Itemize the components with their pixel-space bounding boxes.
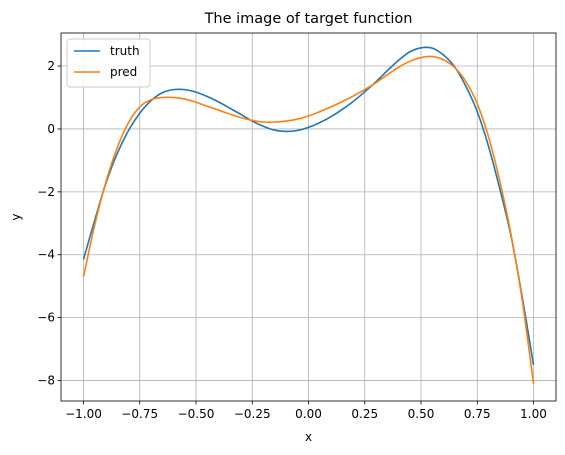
series-line-truth bbox=[82, 46, 535, 365]
y-tick-label: −6 bbox=[37, 311, 55, 325]
x-tick-label: −0.75 bbox=[121, 407, 158, 421]
x-tick-label: 0.25 bbox=[351, 407, 378, 421]
y-axis: 2 0 −2 −4 −6 −8 bbox=[37, 59, 61, 388]
y-tick-label: −8 bbox=[37, 374, 55, 388]
chart-title: The image of target function bbox=[204, 11, 413, 27]
grid bbox=[61, 33, 556, 401]
legend: truth pred bbox=[66, 38, 151, 88]
x-tick-label: 0.00 bbox=[295, 407, 322, 421]
y-tick-label: −2 bbox=[37, 185, 55, 199]
legend-label-pred: pred bbox=[110, 65, 137, 79]
y-axis-label: y bbox=[9, 213, 23, 220]
x-tick-label: 0.75 bbox=[464, 407, 491, 421]
x-axis-label: x bbox=[305, 430, 312, 444]
series-layer bbox=[82, 46, 535, 384]
y-tick-label: −4 bbox=[37, 248, 55, 262]
x-tick-label: −0.25 bbox=[234, 407, 271, 421]
y-tick-label: 0 bbox=[47, 122, 55, 136]
series-line-pred bbox=[82, 55, 535, 384]
x-tick-label: 0.50 bbox=[408, 407, 435, 421]
legend-label-truth: truth bbox=[110, 44, 140, 58]
x-tick-label: −1.00 bbox=[65, 407, 102, 421]
x-axis: −1.00 −0.75 −0.50 −0.25 0.00 0.25 0.50 0.75 1.00 bbox=[65, 401, 547, 421]
x-tick-label: −0.50 bbox=[178, 407, 215, 421]
y-tick-label: 2 bbox=[47, 59, 55, 73]
x-tick-label: 1.00 bbox=[520, 407, 547, 421]
